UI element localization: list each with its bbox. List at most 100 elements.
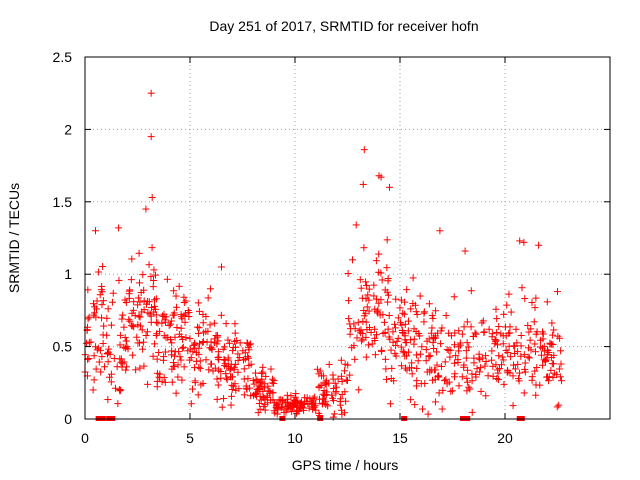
- data-point: [416, 332, 424, 340]
- data-point: [409, 299, 417, 307]
- data-point: [396, 304, 404, 312]
- data-point: [120, 358, 128, 366]
- data-point: [368, 340, 376, 348]
- data-point: [555, 401, 563, 409]
- data-point: [392, 342, 400, 350]
- data-point: [391, 350, 399, 358]
- data-points: [81, 89, 565, 421]
- data-point: [325, 379, 333, 387]
- data-point: [493, 375, 501, 383]
- data-point: [118, 363, 126, 371]
- data-point: [434, 329, 442, 337]
- data-point: [139, 345, 147, 353]
- data-point: [386, 183, 393, 191]
- data-point: [506, 323, 514, 331]
- data-point: [118, 315, 126, 323]
- data-point: [107, 370, 115, 378]
- data-point: [149, 283, 157, 291]
- data-point: [442, 312, 450, 320]
- data-point: [84, 315, 92, 323]
- data-point: [245, 362, 253, 370]
- data-point: [135, 312, 143, 320]
- data-point: [234, 368, 242, 376]
- data-point: [190, 341, 198, 349]
- data-point: [127, 276, 135, 284]
- data-point: [428, 324, 436, 332]
- data-point: [120, 343, 128, 351]
- data-point: [127, 322, 135, 330]
- data-point: [500, 310, 508, 318]
- data-point: [266, 388, 274, 396]
- data-point: [341, 409, 349, 417]
- data-point: [462, 354, 470, 362]
- data-point: [382, 365, 390, 373]
- data-point: [438, 405, 446, 413]
- data-point: [234, 356, 242, 364]
- data-point: [532, 294, 540, 302]
- data-point: [372, 331, 380, 339]
- data-point: [129, 351, 137, 359]
- data-point: [252, 369, 260, 377]
- data-point: [544, 377, 552, 385]
- data-point: [105, 345, 113, 353]
- data-point: [90, 352, 98, 360]
- data-point: [458, 373, 466, 381]
- data-point: [371, 351, 379, 359]
- data-point: [168, 378, 176, 386]
- data-point: [172, 292, 180, 300]
- data-point: [535, 241, 543, 249]
- data-point: [387, 346, 395, 354]
- data-point: [167, 317, 175, 325]
- data-point: [377, 173, 385, 181]
- data-point: [389, 328, 397, 336]
- data-point: [116, 341, 124, 349]
- data-point: [466, 385, 474, 393]
- data-point: [488, 347, 496, 355]
- data-point: [557, 347, 565, 355]
- data-point: [177, 324, 185, 332]
- x-tick-label: 10: [287, 430, 303, 446]
- data-point: [417, 380, 425, 388]
- data-point: [312, 406, 320, 414]
- data-point: [169, 359, 177, 367]
- data-point: [95, 358, 103, 366]
- data-point: [431, 398, 439, 406]
- data-point: [543, 298, 551, 306]
- data-point: [158, 319, 166, 327]
- data-point: [313, 365, 321, 373]
- data-point: [254, 409, 262, 417]
- data-point: [321, 391, 329, 399]
- data-point: [328, 391, 336, 399]
- data-point: [537, 351, 545, 359]
- data-point: [224, 336, 232, 344]
- data-point: [177, 356, 185, 364]
- data-point: [144, 298, 152, 306]
- data-point: [134, 301, 142, 309]
- data-point: [362, 295, 370, 303]
- data-point: [400, 349, 408, 357]
- data-point: [338, 377, 346, 385]
- data-point: [167, 351, 175, 359]
- data-point: [451, 373, 459, 381]
- data-point: [147, 133, 155, 141]
- data-point: [211, 364, 219, 372]
- data-point: [148, 244, 156, 252]
- data-point: [170, 363, 178, 371]
- data-point: [549, 331, 557, 339]
- data-point: [429, 339, 437, 347]
- data-point: [443, 346, 451, 354]
- data-point: [499, 356, 507, 364]
- data-point: [439, 386, 447, 394]
- data-point: [240, 365, 248, 373]
- data-point: [391, 324, 399, 332]
- data-point: [383, 236, 391, 244]
- data-point: [450, 293, 458, 301]
- data-point: [103, 331, 111, 339]
- data-point: [115, 276, 123, 284]
- data-point: [505, 290, 513, 298]
- x-tick-label: 15: [392, 430, 408, 446]
- data-point: [98, 353, 106, 361]
- data-point: [136, 279, 144, 287]
- data-point: [411, 401, 419, 409]
- data-point: [403, 286, 411, 294]
